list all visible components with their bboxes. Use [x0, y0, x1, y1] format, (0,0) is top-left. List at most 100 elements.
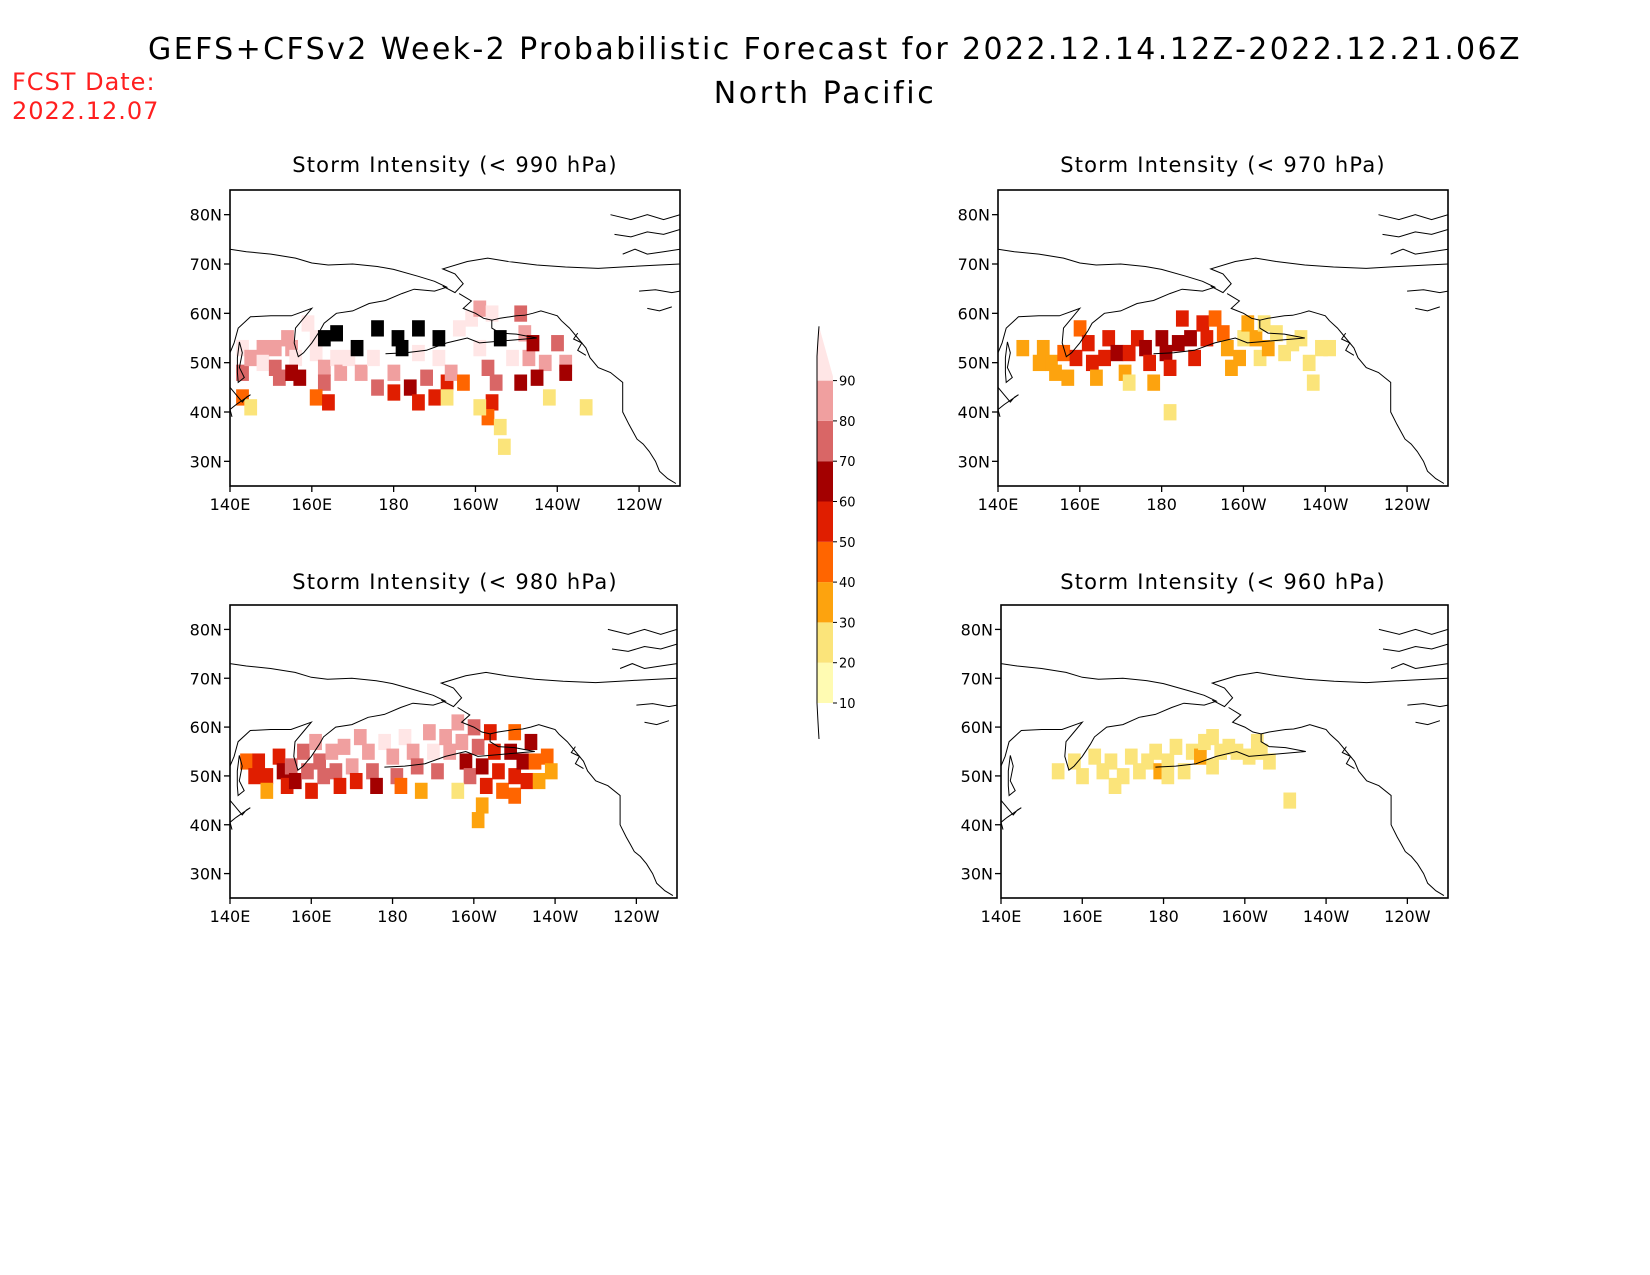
- probability-cell: [427, 743, 440, 760]
- probability-cell: [412, 344, 425, 362]
- probability-cell: [1036, 339, 1050, 357]
- coastline: [639, 289, 680, 294]
- map-panel: Storm Intensity (< 970 hPa) 80N 70N 60N 50N 4…: [958, 153, 1449, 514]
- lon-tick-label: 160E: [1062, 907, 1103, 926]
- probability-cell: [514, 305, 528, 322]
- probability-cell: [1143, 354, 1156, 372]
- colorbar-segment: [817, 461, 833, 502]
- lon-tick-label: 120W: [616, 495, 663, 514]
- coastline: [1415, 306, 1440, 312]
- coastline: [236, 341, 245, 384]
- lon-tick-label: 140W: [534, 495, 581, 514]
- map-frame: [229, 189, 681, 487]
- coastline: [1390, 663, 1448, 670]
- probability-cell: [334, 364, 348, 381]
- map-frame: [229, 604, 678, 899]
- probability-cell: [260, 782, 274, 799]
- probability-cell: [528, 753, 542, 770]
- coastline: [644, 720, 670, 726]
- coastline: [1210, 671, 1448, 708]
- probability-cell: [1122, 374, 1136, 391]
- coastline: [1260, 724, 1445, 897]
- colorbar-segment: [817, 380, 833, 421]
- probability-cell: [317, 330, 331, 347]
- forecast-date-label: FCST Date:: [12, 68, 156, 96]
- probability-cell: [1090, 369, 1103, 386]
- probability-cell: [522, 349, 536, 367]
- probability-cell: [1124, 748, 1138, 765]
- map-plot-area: [998, 214, 1448, 484]
- coastline: [230, 248, 449, 358]
- panel-title: Storm Intensity (< 990 hPa): [292, 153, 618, 177]
- coastline: [439, 671, 677, 708]
- probability-cell: [322, 394, 335, 411]
- coastline: [572, 332, 587, 356]
- colorbar: 10 20 30 40 50 60 70 80 90: [816, 326, 856, 740]
- coastline: [1155, 707, 1306, 768]
- lat-tick-label: 40N: [190, 403, 222, 422]
- probability-cell: [1085, 354, 1099, 372]
- probability-cell: [1147, 374, 1161, 391]
- probability-cell: [471, 812, 485, 829]
- probability-cell: [325, 743, 339, 760]
- colorbar-label: 50: [839, 536, 856, 551]
- coastline: [998, 386, 1019, 418]
- colorbar-segment: [817, 501, 833, 542]
- lat-tick-label: 70N: [190, 669, 222, 688]
- coastline: [610, 214, 680, 221]
- probability-cell: [353, 729, 367, 746]
- probability-cell: [313, 753, 326, 770]
- lon-tick-label: 160E: [291, 907, 332, 926]
- colorbar-segment: [817, 420, 833, 462]
- probability-cell: [451, 782, 465, 799]
- probability-cell: [1249, 330, 1263, 347]
- probability-cell: [370, 777, 383, 794]
- probability-cell: [1206, 758, 1219, 775]
- probability-cell: [1200, 330, 1214, 347]
- lat-tick-label: 70N: [190, 255, 222, 274]
- probability-cell: [248, 768, 261, 785]
- lat-tick-label: 80N: [961, 620, 993, 639]
- lon-tick-label: 160E: [1059, 495, 1100, 514]
- coastline: [1259, 310, 1445, 484]
- probability-cell: [349, 772, 363, 790]
- colorbar-segment: [817, 582, 833, 623]
- probability-cell: [1216, 325, 1230, 342]
- probability-cell: [412, 394, 425, 411]
- probability-cell: [473, 399, 487, 416]
- lat-tick-label: 40N: [958, 403, 990, 422]
- probability-cell: [281, 330, 294, 347]
- probability-cell: [301, 315, 315, 332]
- probability-cell: [367, 349, 380, 367]
- probability-cell: [1241, 315, 1255, 332]
- probability-cell: [260, 768, 274, 785]
- colorbar-edge: [816, 702, 820, 740]
- colorbar-label: 20: [839, 657, 856, 672]
- probability-cell: [350, 339, 364, 357]
- probability-cell: [1155, 330, 1169, 347]
- lon-tick-label: 140E: [210, 907, 251, 926]
- probability-cell: [538, 354, 552, 372]
- lat-tick-label: 80N: [190, 620, 222, 639]
- probability-cell: [1263, 753, 1276, 770]
- probability-cell: [483, 724, 497, 741]
- probability-cell: [532, 772, 546, 790]
- probability-cell: [333, 777, 347, 794]
- probability-cell: [256, 339, 270, 357]
- coastline: [1407, 289, 1448, 294]
- probability-cell: [1188, 349, 1201, 367]
- probability-cell: [366, 763, 379, 780]
- probability-cell: [544, 763, 558, 780]
- coastline: [385, 293, 537, 355]
- probability-cell: [288, 772, 302, 790]
- probability-cell: [1161, 753, 1175, 770]
- coastline: [1209, 257, 1448, 294]
- lat-tick-label: 30N: [961, 865, 993, 884]
- probability-cell: [1068, 753, 1081, 770]
- probability-cell: [463, 768, 477, 785]
- probability-cell: [1302, 354, 1316, 372]
- lat-tick-label: 50N: [190, 767, 222, 786]
- probability-cell: [1206, 729, 1219, 746]
- lon-tick-label: 160W: [1222, 907, 1269, 926]
